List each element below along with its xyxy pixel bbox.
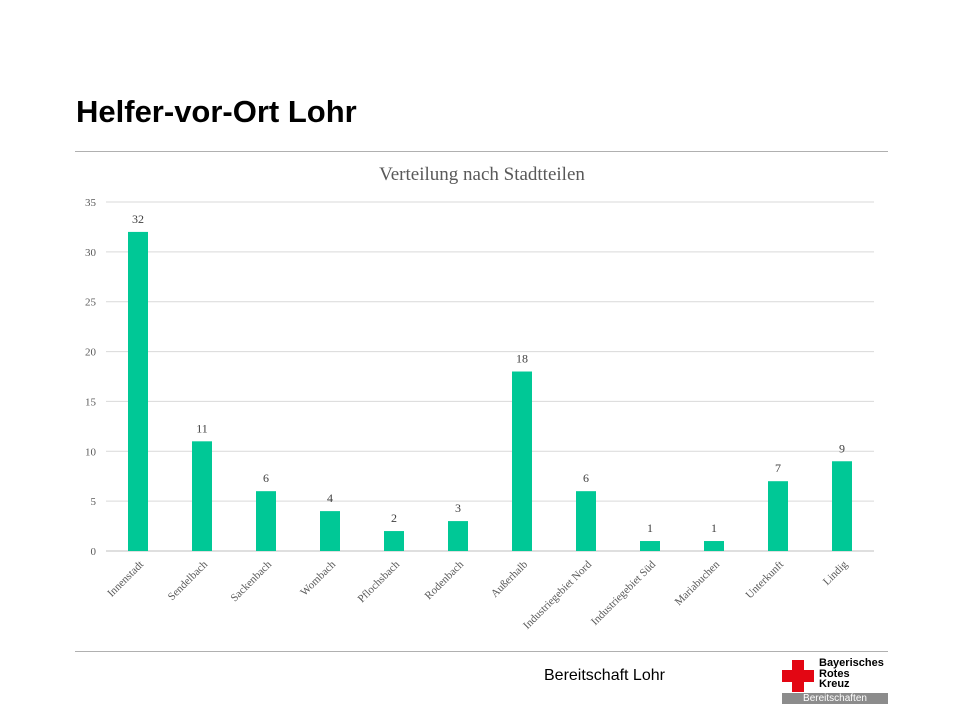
gridlines <box>106 201 874 552</box>
bar <box>704 541 724 551</box>
x-tick-label: Wombach <box>298 558 338 598</box>
y-tick-label: 15 <box>85 396 97 408</box>
logo-line-2: Rotes <box>819 667 850 680</box>
logo-text: Bayerisches Rotes Kreuz <box>819 658 884 690</box>
x-tick-label: Industriegebiet Nord <box>521 558 594 631</box>
y-tick-label: 10 <box>85 446 97 458</box>
slide-title: Helfer-vor-Ort Lohr <box>76 94 357 129</box>
data-label: 6 <box>583 471 589 485</box>
x-tick-label: Innenstadt <box>105 559 146 600</box>
bar <box>512 371 532 551</box>
y-tick-label: 25 <box>85 297 97 309</box>
y-tick-label: 35 <box>85 197 97 209</box>
bar <box>640 541 660 551</box>
footer-text: Bereitschaft Lohr <box>544 667 665 684</box>
bars <box>128 231 852 551</box>
data-label: 1 <box>647 521 653 535</box>
x-tick-label: Sackenbach <box>228 558 274 604</box>
data-label: 32 <box>132 212 144 226</box>
red-cross-icon <box>782 660 814 692</box>
data-label: 11 <box>196 421 208 435</box>
bar <box>128 231 148 551</box>
data-label: 3 <box>455 501 461 515</box>
data-label: 9 <box>839 441 845 455</box>
y-tick-label: 30 <box>85 247 97 259</box>
y-tick-label: 20 <box>85 347 97 359</box>
data-label: 6 <box>263 471 269 485</box>
data-label: 2 <box>391 511 397 525</box>
x-tick-label: Rodenbach <box>423 558 467 602</box>
bottom-divider <box>75 651 888 652</box>
top-divider <box>75 151 888 152</box>
y-tick-label: 0 <box>91 546 97 558</box>
x-tick-label: Mariabuchen <box>673 558 723 608</box>
logo-line-3: Kreuz <box>819 678 850 690</box>
data-label: 18 <box>516 352 528 366</box>
x-tick-label: Unterkunft <box>744 559 787 602</box>
bar <box>192 441 212 551</box>
bar <box>576 491 596 551</box>
bar <box>832 461 852 551</box>
x-tick-label: Pflochsbach <box>356 558 403 605</box>
bar <box>320 511 340 551</box>
x-axis-ticks: Innenstadt Sendelbach Sackenbach Wombach Pfl… <box>105 558 850 631</box>
chart-title: Verteilung nach Stadtteilen <box>379 164 585 185</box>
x-tick-label: Industriegebiet Süd <box>589 558 659 628</box>
data-label: 7 <box>775 461 781 475</box>
x-tick-label: Sendelbach <box>166 558 211 603</box>
logo-bar: Bereitschaften <box>782 693 888 704</box>
x-tick-label: Außerhalb <box>489 558 531 600</box>
bar-chart: Verteilung nach Stadtteilen 051015202530… <box>85 164 874 632</box>
bar <box>448 521 468 551</box>
data-label: 4 <box>327 491 333 505</box>
x-tick-label: Lindig <box>821 558 851 588</box>
bar <box>256 491 276 551</box>
brk-logo: Bayerisches Rotes Kreuz Bereitschaften <box>782 658 890 704</box>
y-axis-ticks: 0 5 10 15 20 25 30 35 <box>85 197 97 558</box>
data-label: 1 <box>711 521 717 535</box>
bar <box>768 481 788 551</box>
y-tick-label: 5 <box>91 496 97 508</box>
logo-line-1: Bayerisches <box>819 657 884 669</box>
bar <box>384 531 404 551</box>
